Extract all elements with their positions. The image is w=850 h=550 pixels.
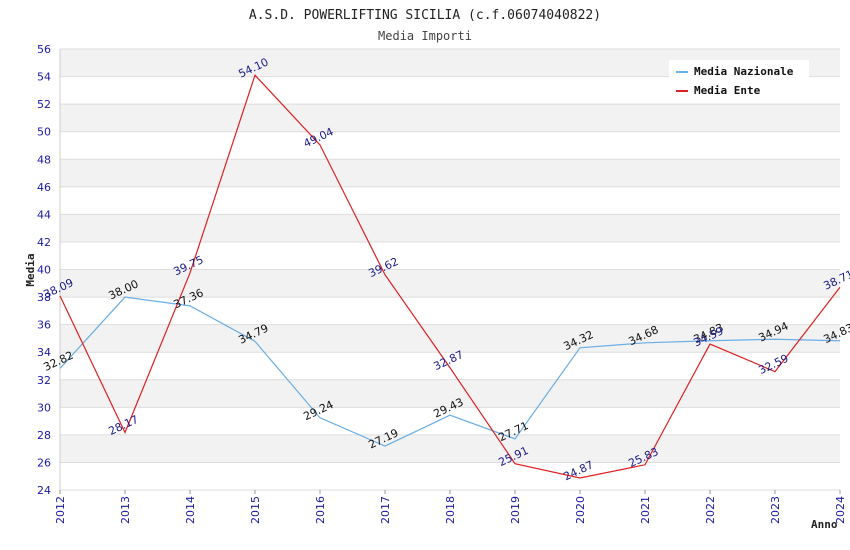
y-tick-label: 50 (37, 126, 51, 139)
y-tick-label: 38 (37, 291, 51, 304)
legend: Media Nazionale Media Ente (669, 60, 809, 102)
y-tick-label: 52 (37, 98, 51, 111)
y-tick-label: 36 (37, 319, 51, 332)
x-tick-label: 2014 (184, 496, 197, 524)
y-axis-label: Media (24, 253, 37, 286)
x-axis-ticks: 2012 2013 2014 2015 2016 2017 2018 2019 2020 2021… (54, 490, 847, 524)
legend-label-media-nazionale: Media Nazionale (694, 65, 794, 78)
x-tick-label: 2017 (379, 496, 392, 524)
legend-box (669, 60, 809, 102)
y-tick-label: 46 (37, 181, 51, 194)
grid-band (60, 324, 840, 353)
x-tick-label: 2015 (249, 496, 262, 524)
x-tick-label: 2022 (704, 496, 717, 524)
series-line-media-nazionale (59, 296, 841, 447)
x-tick-label: 2020 (574, 496, 587, 524)
y-tick-label: 32 (37, 374, 51, 387)
grid-band (60, 159, 840, 187)
x-tick-label: 2021 (639, 496, 652, 524)
x-tick-label: 2016 (314, 496, 327, 524)
legend-label-media-ente: Media Ente (694, 84, 761, 97)
y-tick-label: 48 (37, 153, 51, 166)
y-tick-label: 24 (37, 484, 51, 497)
grid-band (60, 379, 840, 408)
y-tick-label: 44 (37, 208, 51, 221)
y-tick-label: 30 (37, 401, 51, 414)
chart-title: A.S.D. POWERLIFTING SICILIA (c.f.0607404… (249, 8, 601, 23)
x-tick-label: 2024 (834, 496, 847, 524)
chart-subtitle: Media Importi (378, 29, 472, 43)
grid-bands (60, 49, 840, 463)
y-tick-label: 54 (37, 71, 51, 84)
y-axis-ticks: 24 26 28 30 32 34 36 38 40 42 44 46 48 50 52 54 56 (37, 43, 51, 497)
x-tick-label: 2023 (769, 496, 782, 524)
x-tick-label: 2019 (509, 496, 522, 524)
series-line-media-ente (59, 74, 841, 479)
y-tick-label: 42 (37, 236, 51, 249)
data-label: 32.59 (756, 352, 790, 377)
x-tick-label: 2013 (119, 496, 132, 524)
y-tick-label: 28 (37, 429, 51, 442)
grid-band (60, 434, 840, 463)
y-tick-label: 56 (37, 43, 51, 56)
grid-band (60, 104, 840, 132)
grid-band (60, 214, 840, 242)
x-tick-label: 2012 (54, 496, 67, 524)
x-tick-label: 2018 (444, 496, 457, 524)
series-lines (59, 74, 841, 479)
y-tick-label: 34 (37, 346, 51, 359)
x-axis-label: Anno (811, 518, 838, 531)
data-label: 28.17 (106, 413, 140, 438)
y-tick-label: 40 (37, 264, 51, 277)
y-tick-label: 26 (37, 456, 51, 469)
